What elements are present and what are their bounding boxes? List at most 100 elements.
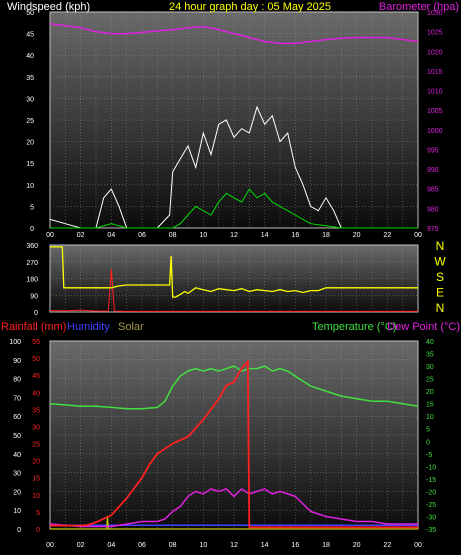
wind-x-tick-1: 02 <box>77 232 85 239</box>
direction-y-tick-4: 360 <box>26 243 38 250</box>
direction-gridlines <box>50 245 418 312</box>
humidity-y-tick-10: 100 <box>9 339 21 346</box>
temp-x-tick-3: 06 <box>138 542 146 549</box>
wind-x-tick-7: 14 <box>261 232 269 239</box>
temp-x-tick-1: 02 <box>77 542 85 549</box>
temperature-y-tick-13: 30 <box>426 364 434 371</box>
barometer-y-tick-7: 1010 <box>427 89 443 96</box>
wind-y-tick-10: 50 <box>26 10 34 17</box>
windspeed-axis-label: Windspeed (kph) <box>7 1 90 13</box>
humidity-y-tick-4: 40 <box>13 452 21 459</box>
temperature-y-tick-3: -20 <box>426 489 436 496</box>
rain-y-tick-4: 20 <box>32 459 40 466</box>
solar-line <box>50 515 418 530</box>
compass-label-0: N <box>436 239 445 253</box>
temperature-y-tick-0: -35 <box>426 527 436 534</box>
humidity-y-tick-6: 60 <box>13 414 21 421</box>
direction-y-tick-2: 180 <box>26 277 38 284</box>
barometer-y-tick-3: 990 <box>427 167 439 174</box>
direction-y-tick-1: 90 <box>30 293 38 300</box>
barometer-y-tick-1: 980 <box>427 206 439 213</box>
direction-tick-labels: 0 90 180 270 360 <box>26 243 38 317</box>
chart-title: 24 hour graph day : 05 May 2025 <box>169 1 331 13</box>
wind-y-tick-2: 10 <box>26 183 34 190</box>
compass-label-3: E <box>436 286 444 300</box>
temperature-label: Temperature (°C) <box>312 321 396 333</box>
humidity-label: Humidity <box>67 321 110 333</box>
wind-x-tick-11: 22 <box>383 232 391 239</box>
wind-y-tick-8: 40 <box>26 53 34 60</box>
rainfall-line <box>50 359 418 529</box>
compass-label-1: W <box>434 255 446 269</box>
temperature-y-tick-6: -5 <box>426 452 432 459</box>
wind-x-tick-2: 04 <box>107 232 115 239</box>
barometer-y-tick-0: 975 <box>427 226 439 233</box>
temperature-series <box>49 359 419 530</box>
humidity-y-tick-5: 50 <box>13 433 21 440</box>
barometer-y-tick-2: 985 <box>427 187 439 194</box>
rain-y-tick-11: 55 <box>32 339 40 346</box>
barometer-line <box>49 23 419 45</box>
direction-y-tick-0: 0 <box>34 310 38 317</box>
temperature-tick-labels: 0102030405060708090100051015202530354045… <box>9 339 436 549</box>
humidity-y-tick-2: 20 <box>13 489 21 496</box>
temp-x-tick-6: 12 <box>230 542 238 549</box>
humidity-y-tick-8: 80 <box>13 377 21 384</box>
wind-average-line <box>50 188 418 229</box>
temp-x-tick-9: 18 <box>322 542 330 549</box>
barometer-y-tick-5: 1000 <box>427 128 443 135</box>
wind-y-tick-1: 5 <box>30 204 34 211</box>
barometer-axis-label: Barometer (hpa) <box>379 1 459 13</box>
rain-y-tick-7: 35 <box>32 407 40 414</box>
rain-y-tick-3: 15 <box>32 476 40 483</box>
wind-x-tick-4: 08 <box>169 232 177 239</box>
wind-tick-labels: 0510152025303540455097598098599099510001… <box>26 10 442 239</box>
temperature-y-tick-1: -30 <box>426 514 436 521</box>
temp-x-tick-0: 00 <box>46 542 54 549</box>
rain-y-tick-0: 0 <box>36 527 40 534</box>
temp-x-tick-2: 04 <box>107 542 115 549</box>
solar-label: Solar <box>118 321 144 333</box>
wind-x-tick-6: 12 <box>230 232 238 239</box>
temperature-y-tick-14: 35 <box>426 352 434 359</box>
rain-y-tick-2: 10 <box>32 493 40 500</box>
temperature-y-tick-4: -15 <box>426 477 436 484</box>
temperature-y-tick-12: 25 <box>426 377 434 384</box>
temperature-y-tick-2: -25 <box>426 502 436 509</box>
dewpoint-label: Dew Point (°C) <box>387 321 460 333</box>
wind-y-tick-4: 20 <box>26 140 34 147</box>
temperature-rain-panel: 0102030405060708090100051015202530354045… <box>1 321 460 549</box>
humidity-y-tick-3: 30 <box>13 471 21 478</box>
wind-y-tick-5: 25 <box>26 118 34 125</box>
wind-x-tick-9: 18 <box>322 232 330 239</box>
rainfall-label: Rainfall (mm) <box>1 321 66 333</box>
temperature-line <box>49 365 419 410</box>
rain-y-tick-10: 50 <box>32 356 40 363</box>
temp-x-tick-7: 14 <box>261 542 269 549</box>
rain-y-tick-6: 30 <box>32 424 40 431</box>
humidity-y-tick-7: 70 <box>13 395 21 402</box>
compass-label-4: N <box>436 301 445 315</box>
humidity-y-tick-1: 10 <box>13 508 21 515</box>
wind-y-tick-3: 15 <box>26 161 34 168</box>
wind-series <box>49 23 419 229</box>
wind-barometer-panel: 0510152025303540455097598098599099510001… <box>7 1 459 239</box>
wind-direction-line <box>50 246 418 298</box>
wind-y-tick-6: 30 <box>26 96 34 103</box>
temp-x-tick-10: 20 <box>353 542 361 549</box>
temperature-y-tick-8: 5 <box>426 427 430 434</box>
rain-y-tick-5: 25 <box>32 442 40 449</box>
wind-x-tick-10: 20 <box>353 232 361 239</box>
temperature-y-tick-9: 10 <box>426 414 434 421</box>
wind-y-tick-9: 45 <box>26 32 34 39</box>
barometer-y-tick-11: 1030 <box>427 10 443 17</box>
rain-y-tick-1: 5 <box>36 510 40 517</box>
temp-x-tick-5: 10 <box>199 542 207 549</box>
barometer-y-tick-8: 1015 <box>427 69 443 76</box>
temp-x-tick-11: 22 <box>383 542 391 549</box>
humidity-y-tick-0: 0 <box>17 527 21 534</box>
wind-x-tick-8: 16 <box>291 232 299 239</box>
rain-trace-line <box>49 269 418 312</box>
